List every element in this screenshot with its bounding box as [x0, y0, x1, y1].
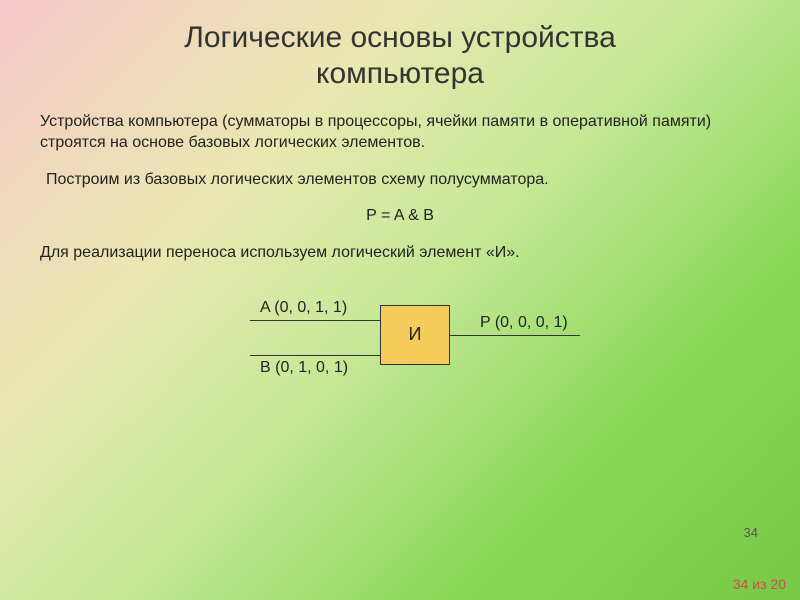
- title-line-2: компьютера: [316, 57, 484, 90]
- wire-input-a: [250, 320, 380, 321]
- page-number-small: 34: [744, 525, 758, 540]
- input-a-label: A (0, 0, 1, 1): [260, 298, 347, 319]
- paragraph-2: Построим из базовых логических элементов…: [40, 170, 760, 191]
- and-gate-box: И: [380, 305, 450, 365]
- slide-body: Устройства компьютера (сумматоры в проце…: [0, 92, 800, 390]
- wire-input-b: [250, 355, 380, 356]
- slide: Логические основы устройства компьютера …: [0, 0, 800, 600]
- title-line-1: Логические основы устройства: [184, 21, 616, 54]
- slide-title: Логические основы устройства компьютера: [0, 0, 800, 92]
- logic-gate-diagram: И A (0, 0, 1, 1) B (0, 1, 0, 1) P (0, 0,…: [150, 280, 650, 390]
- paragraph-3: Для реализации переноса используем логич…: [40, 243, 760, 264]
- page-footer: 34 из 20: [733, 576, 786, 592]
- formula: P = A & B: [40, 206, 760, 227]
- wire-output: [450, 335, 580, 336]
- output-p-label: P (0, 0, 0, 1): [480, 313, 568, 334]
- and-gate-label: И: [409, 323, 422, 346]
- input-b-label: B (0, 1, 0, 1): [260, 358, 348, 379]
- paragraph-1: Устройства компьютера (сумматоры в проце…: [40, 112, 760, 154]
